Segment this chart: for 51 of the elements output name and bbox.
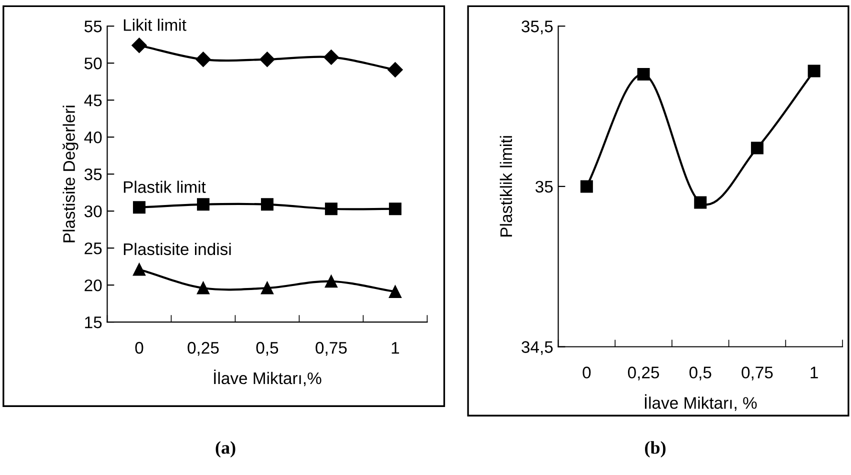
point <box>324 275 338 288</box>
point <box>637 68 650 80</box>
y-tick-label: 50 <box>84 58 102 70</box>
y-tick-label: 15 <box>85 316 102 328</box>
y-tick-label: 35,5 <box>522 20 553 34</box>
y-tick-label: 35 <box>535 180 553 193</box>
point <box>388 202 402 216</box>
y-tick-label: 55 <box>84 20 102 32</box>
x-tick-label: 0,75 <box>742 366 773 380</box>
point <box>260 198 274 211</box>
point <box>132 38 147 53</box>
y-tick-label: 45 <box>84 94 102 106</box>
point <box>196 198 210 211</box>
point <box>196 52 211 67</box>
x-tick-label: 0,5 <box>689 366 712 380</box>
x-axis-title: İlave Miktarı, % <box>644 394 757 411</box>
point <box>324 202 338 216</box>
text: (a) <box>216 441 236 458</box>
y-tick-label: 20 <box>84 279 102 292</box>
x-tick-label: 1 <box>392 342 400 354</box>
x-tick-label: 0,25 <box>188 342 219 356</box>
y-tick-label: 25 <box>84 242 102 254</box>
point <box>580 180 593 193</box>
point <box>694 196 707 209</box>
point <box>132 201 146 214</box>
x-tick-label: 0 <box>582 366 591 378</box>
y-tick-label: 30 <box>84 205 102 218</box>
y-tick-label: 40 <box>84 132 102 144</box>
x-tick-label: 0,5 <box>256 342 278 356</box>
point <box>750 142 764 154</box>
y-axis-title: Plastisite Değerleri <box>62 106 78 242</box>
point <box>388 62 403 78</box>
point <box>260 52 275 67</box>
x-tick-label: 0 <box>135 342 144 354</box>
y-tick-label: 34,5 <box>522 341 553 355</box>
x-axis-title: İlave Miktarı,% <box>214 370 322 386</box>
series-label: Likit limit <box>124 18 186 31</box>
point <box>132 263 146 276</box>
text: (b) <box>645 441 666 458</box>
point <box>808 64 820 78</box>
point <box>324 50 339 65</box>
point <box>388 285 402 298</box>
point <box>196 282 210 294</box>
x-tick-label: 0,25 <box>628 366 660 380</box>
y-tick-label: 35 <box>84 168 102 180</box>
point <box>260 282 274 294</box>
x-tick-label: 1 <box>810 366 818 378</box>
x-tick-label: 0,75 <box>316 342 347 356</box>
y-axis-title: Plastiklik limiti <box>500 136 512 236</box>
series-label: Plastik limit <box>124 180 206 193</box>
series-label: Plastisite indisi <box>124 242 231 256</box>
